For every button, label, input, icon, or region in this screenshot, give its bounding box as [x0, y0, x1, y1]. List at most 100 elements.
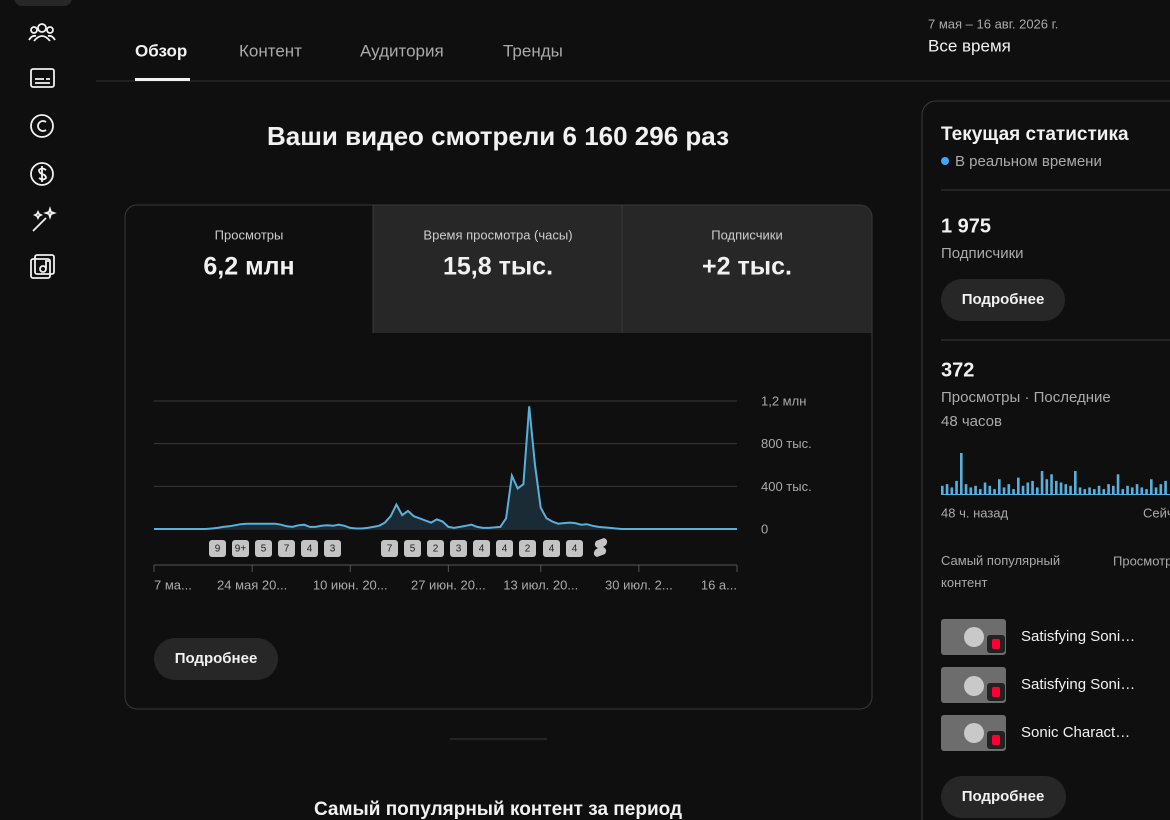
metric-value[interactable]: +2 тыс.: [702, 253, 792, 281]
hourly-bar: [1007, 484, 1011, 494]
subscribers-button-label[interactable]: Подробнее: [962, 291, 1045, 308]
live-dot: [941, 157, 949, 165]
hourly-bar: [964, 484, 968, 494]
publish-badge[interactable]: [278, 540, 295, 557]
content-title[interactable]: Sonic Charact…: [1021, 724, 1130, 741]
publish-badge-count[interactable]: 9: [215, 544, 221, 555]
thumbnail[interactable]: [941, 715, 1006, 751]
publish-badge[interactable]: [543, 540, 560, 557]
tab[interactable]: Тренды: [503, 41, 563, 60]
metric-label[interactable]: Просмотры: [215, 227, 284, 242]
audio-icon[interactable]: [30, 254, 55, 279]
hourly-bar: [960, 453, 963, 494]
publish-badge-count[interactable]: 4: [549, 544, 555, 555]
publish-badge[interactable]: [473, 540, 490, 557]
section-title: Самый популярный контент за период: [314, 799, 682, 820]
publish-badge[interactable]: [324, 540, 341, 557]
subscribers-button[interactable]: [941, 279, 1065, 321]
panel-title: Текущая статистика: [941, 124, 1129, 145]
publish-badge[interactable]: [255, 540, 272, 557]
sidebar-icons: [28, 23, 57, 279]
subscribers-label: Подписчики: [941, 245, 1024, 262]
publish-badge-count[interactable]: 7: [284, 544, 290, 555]
thumbnail[interactable]: [941, 667, 1006, 703]
publish-badge-count[interactable]: 2: [525, 544, 531, 555]
hourly-bar: [1064, 484, 1068, 494]
top-views-label: Просмотры: [1113, 553, 1170, 568]
hourly-bar: [1093, 489, 1096, 494]
x-tick-label: 24 мая 20...: [217, 577, 287, 592]
publish-badge-count[interactable]: 5: [410, 544, 416, 555]
publish-badge-count[interactable]: 4: [572, 544, 578, 555]
content-title[interactable]: Satisfying Soni…: [1021, 628, 1135, 645]
earn-icon[interactable]: [30, 162, 54, 186]
top-content-button[interactable]: [941, 776, 1066, 818]
publish-badge[interactable]: [232, 540, 249, 557]
hourly-bar: [1126, 485, 1129, 494]
x-tick-label: 10 июн. 20...: [313, 577, 388, 592]
y-tick-label: 1,2 млн: [761, 393, 806, 408]
hourly-bar: [1017, 477, 1020, 494]
publish-badge[interactable]: [209, 540, 226, 557]
hourly-bar: [983, 482, 987, 494]
more-button[interactable]: [154, 638, 278, 680]
publish-badge[interactable]: [427, 540, 444, 557]
content-title[interactable]: Satisfying Soni…: [1021, 676, 1135, 693]
customize-icon[interactable]: [32, 206, 57, 232]
thumbnails: [941, 619, 1006, 751]
hours-end: Сейчас: [1143, 505, 1170, 520]
publish-badge[interactable]: [519, 540, 536, 557]
audience-icon[interactable]: [28, 23, 56, 42]
publish-badge-count[interactable]: 7: [387, 544, 393, 555]
publish-badge[interactable]: [496, 540, 513, 557]
hourly-bar: [998, 479, 1001, 494]
publish-badge-count[interactable]: 3: [456, 544, 462, 555]
hourly-bar: [979, 489, 982, 494]
hourly-bar: [1055, 480, 1058, 494]
hourly-bar: [1050, 474, 1053, 494]
period[interactable]: Все время: [928, 36, 1011, 55]
metric-value[interactable]: 15,8 тыс.: [443, 253, 553, 281]
publish-badge-count[interactable]: 4: [479, 544, 485, 555]
publish-badge-count[interactable]: 5: [261, 544, 267, 555]
thumbnail[interactable]: [941, 619, 1006, 655]
publish-badge-count[interactable]: 9+: [235, 544, 247, 555]
hourly-bar: [1031, 480, 1034, 494]
tab-indicator: [135, 78, 190, 81]
sidebar-active[interactable]: [14, 0, 72, 6]
publish-badge[interactable]: [450, 540, 467, 557]
hourly-bar: [1121, 489, 1125, 494]
line: [154, 406, 737, 530]
tab[interactable]: Аудитория: [360, 41, 444, 60]
metric-label[interactable]: Время просмотра (часы): [423, 227, 572, 242]
hourly-bar: [1150, 479, 1153, 494]
publish-badge[interactable]: [381, 540, 398, 557]
top-content-button-label[interactable]: Подробнее: [962, 788, 1045, 805]
tab[interactable]: Обзор: [135, 41, 187, 60]
hourly-bar: [1131, 487, 1134, 494]
hourly-bar: [945, 484, 949, 494]
x-tick-label: 27 июн. 20...: [411, 577, 486, 592]
copyright-icon[interactable]: [30, 114, 54, 138]
publish-badge[interactable]: [404, 540, 421, 557]
hourly-bar: [1107, 484, 1110, 494]
metric-value[interactable]: 6,2 млн: [203, 253, 294, 281]
hourly-bar: [1097, 485, 1101, 494]
metric-label[interactable]: Подписчики: [711, 227, 783, 242]
hourly-bar: [950, 487, 954, 494]
publish-badge[interactable]: [566, 540, 583, 557]
subtitles-icon[interactable]: [30, 68, 55, 88]
tab[interactable]: Контент: [239, 41, 302, 60]
y-tick-label: 800 тыс.: [761, 436, 812, 451]
publish-badge-count[interactable]: 4: [307, 544, 313, 555]
shorts-icon[interactable]: [593, 538, 608, 557]
publish-badge-count[interactable]: 2: [433, 544, 439, 555]
hourly-bar: [1074, 471, 1077, 494]
realtime-panel: [921, 100, 1170, 820]
hourly-bar: [1116, 474, 1120, 494]
more-button-label[interactable]: Подробнее: [175, 650, 258, 667]
publish-badge-count[interactable]: 3: [330, 544, 336, 555]
publish-badge-count[interactable]: 4: [502, 544, 508, 555]
publish-badge[interactable]: [301, 540, 318, 557]
